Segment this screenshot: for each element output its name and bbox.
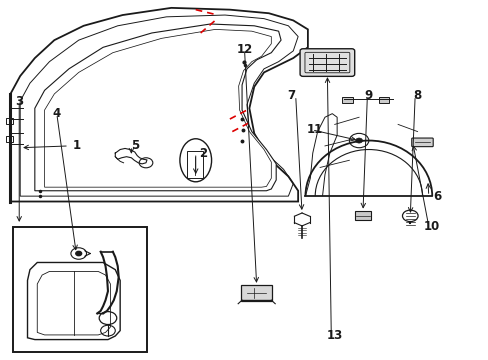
FancyBboxPatch shape [341,97,352,103]
Polygon shape [35,24,281,191]
FancyBboxPatch shape [241,285,272,301]
Text: 1: 1 [72,139,80,152]
Text: 8: 8 [413,89,421,102]
FancyBboxPatch shape [300,49,354,76]
FancyBboxPatch shape [354,211,370,220]
Text: 12: 12 [236,42,252,55]
Circle shape [355,138,362,143]
FancyBboxPatch shape [5,136,13,142]
Text: 9: 9 [364,89,372,102]
Text: 4: 4 [53,107,61,120]
Text: 7: 7 [286,89,294,102]
Text: 10: 10 [423,220,440,233]
Text: 6: 6 [432,190,440,203]
FancyBboxPatch shape [5,118,13,125]
FancyBboxPatch shape [378,97,388,103]
FancyBboxPatch shape [13,226,147,352]
Text: 11: 11 [306,123,323,136]
FancyBboxPatch shape [411,138,432,147]
Text: 13: 13 [326,329,342,342]
Circle shape [76,251,81,256]
Text: 3: 3 [15,95,23,108]
Text: 5: 5 [130,139,139,152]
Text: 2: 2 [199,147,207,159]
